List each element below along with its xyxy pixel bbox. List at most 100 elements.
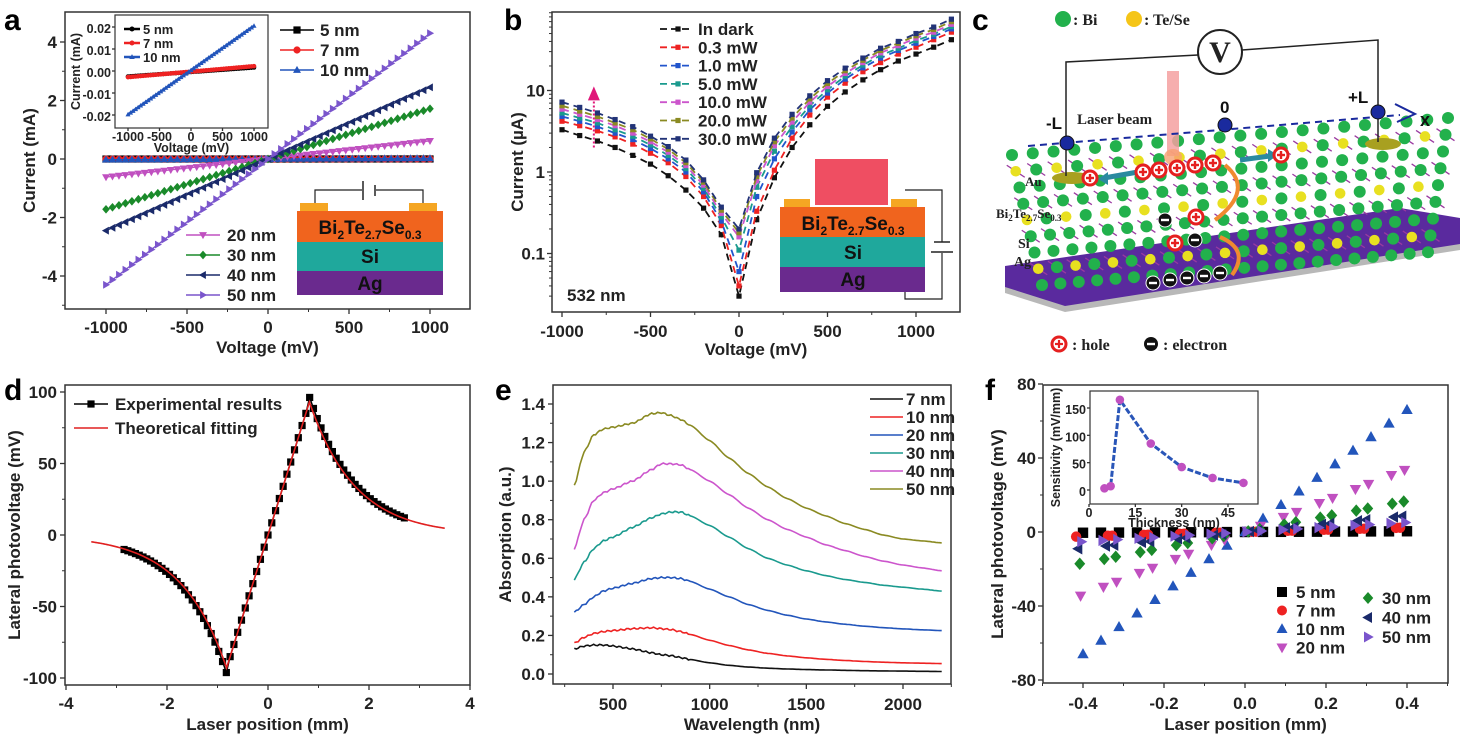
legend-marker <box>87 400 95 408</box>
data-point <box>354 154 363 162</box>
voltmeter-label: V <box>1209 36 1231 69</box>
data-point <box>387 142 396 150</box>
data-point <box>313 414 321 423</box>
data-point <box>153 203 161 212</box>
data-point <box>1362 502 1374 515</box>
axes-e: 500 1000 1500 2000 0.0 0.2 0.4 0.6 0.8 1.0 1.2 1.4 W… <box>496 395 952 734</box>
data-point <box>108 173 117 181</box>
y-tick-label: 10 <box>526 82 545 101</box>
data-point <box>1365 518 1376 531</box>
data-point <box>342 94 350 103</box>
data-point <box>1149 531 1160 544</box>
data-point <box>401 49 409 58</box>
data-point <box>367 144 376 152</box>
data-point <box>192 602 200 610</box>
inset-legend-label: 5 nm <box>143 22 173 37</box>
wire-right <box>376 189 424 203</box>
bi-atom <box>1385 249 1398 262</box>
data-point <box>577 118 583 124</box>
bi-atom <box>1392 182 1405 195</box>
bi-atom <box>1040 212 1053 225</box>
au-label: Au <box>1025 174 1042 189</box>
inset-legend-marker <box>129 26 135 32</box>
electrode-left-b <box>784 199 810 207</box>
data-point <box>1077 535 1088 548</box>
inset-point <box>183 71 189 76</box>
data-point <box>1293 523 1304 535</box>
data-point <box>303 142 311 152</box>
bi-atom <box>1236 212 1249 225</box>
bi-atom <box>1037 196 1050 209</box>
data-point <box>361 154 370 162</box>
tese-atom <box>1295 191 1307 203</box>
bi-atom <box>1275 208 1288 221</box>
tese-atom <box>1331 238 1343 249</box>
bi-legend-label: : Bi <box>1073 12 1098 29</box>
electron-icon <box>1196 268 1212 284</box>
data-point <box>315 150 324 158</box>
tese-atom <box>1406 231 1418 243</box>
y-tick-label: 100 <box>1065 430 1086 444</box>
data-point <box>665 152 671 158</box>
inset-point <box>178 74 184 80</box>
y-axis-label: Lateral photovoltage (mV) <box>5 430 24 640</box>
data-point <box>116 270 124 279</box>
data-point <box>205 162 214 170</box>
data-point <box>181 586 189 594</box>
data-point <box>1385 470 1398 482</box>
data-point <box>842 73 848 79</box>
bi-atom <box>1085 241 1098 254</box>
bi-atom <box>1256 260 1269 273</box>
data-point <box>931 29 937 35</box>
data-point <box>406 110 415 120</box>
data-point <box>296 152 305 160</box>
x-tick-label: -2 <box>159 694 174 713</box>
data-point <box>205 172 214 182</box>
data-point <box>1149 527 1161 538</box>
bi-atom <box>1295 174 1308 187</box>
bi-atom <box>1366 250 1379 263</box>
data-point <box>296 140 304 149</box>
data-point <box>169 574 177 582</box>
layer-label-film-b: Bi2Te2.7Se0.3 <box>801 214 904 238</box>
data-point <box>140 209 148 218</box>
data-point <box>420 34 428 43</box>
data-point <box>1401 403 1413 415</box>
bi-atom <box>1192 133 1205 146</box>
data-point <box>860 69 866 75</box>
inset-point <box>168 81 174 87</box>
data-point <box>1170 530 1181 542</box>
inset-f: 0 15 30 45 0 50 100 150 Thickness (nm) Sensitivit… <box>1049 388 1248 530</box>
inset-point <box>221 44 227 50</box>
layer-si <box>297 242 443 271</box>
series-300mW <box>559 16 954 232</box>
bi-atom <box>1370 217 1383 230</box>
data-point <box>335 154 344 162</box>
transfer-arrow-1 <box>1213 163 1240 222</box>
bi-atom <box>1255 127 1268 140</box>
position-minus-L-marker <box>1059 135 1075 151</box>
y-tick-label: 4 <box>48 33 58 52</box>
data-point <box>166 167 175 175</box>
x-tick-label: 1000 <box>691 695 729 714</box>
data-point <box>878 67 884 73</box>
data-point <box>754 217 760 223</box>
data-point <box>1383 417 1395 428</box>
tese-atom <box>1070 260 1081 271</box>
tese-atom <box>1182 250 1193 262</box>
data-point <box>1074 591 1087 602</box>
inset-point <box>1177 462 1186 472</box>
data-point <box>388 59 396 68</box>
y-tick-label: -40 <box>1011 597 1036 616</box>
data-point <box>630 152 636 158</box>
axes-f: -0.4 -0.2 0.0 0.2 0.4 -80 -40 0 40 80 Laser positi… <box>988 375 1448 734</box>
y-tick-label: 40 <box>1017 449 1036 468</box>
data-point <box>860 55 866 61</box>
bi-atom <box>1089 141 1102 154</box>
y-axis-label: Current (mA) <box>69 33 83 110</box>
drift-arrowhead-left <box>1098 172 1108 185</box>
data-point <box>121 198 130 208</box>
data-point <box>612 116 618 123</box>
data-point <box>824 83 831 90</box>
wire-left <box>314 189 362 203</box>
